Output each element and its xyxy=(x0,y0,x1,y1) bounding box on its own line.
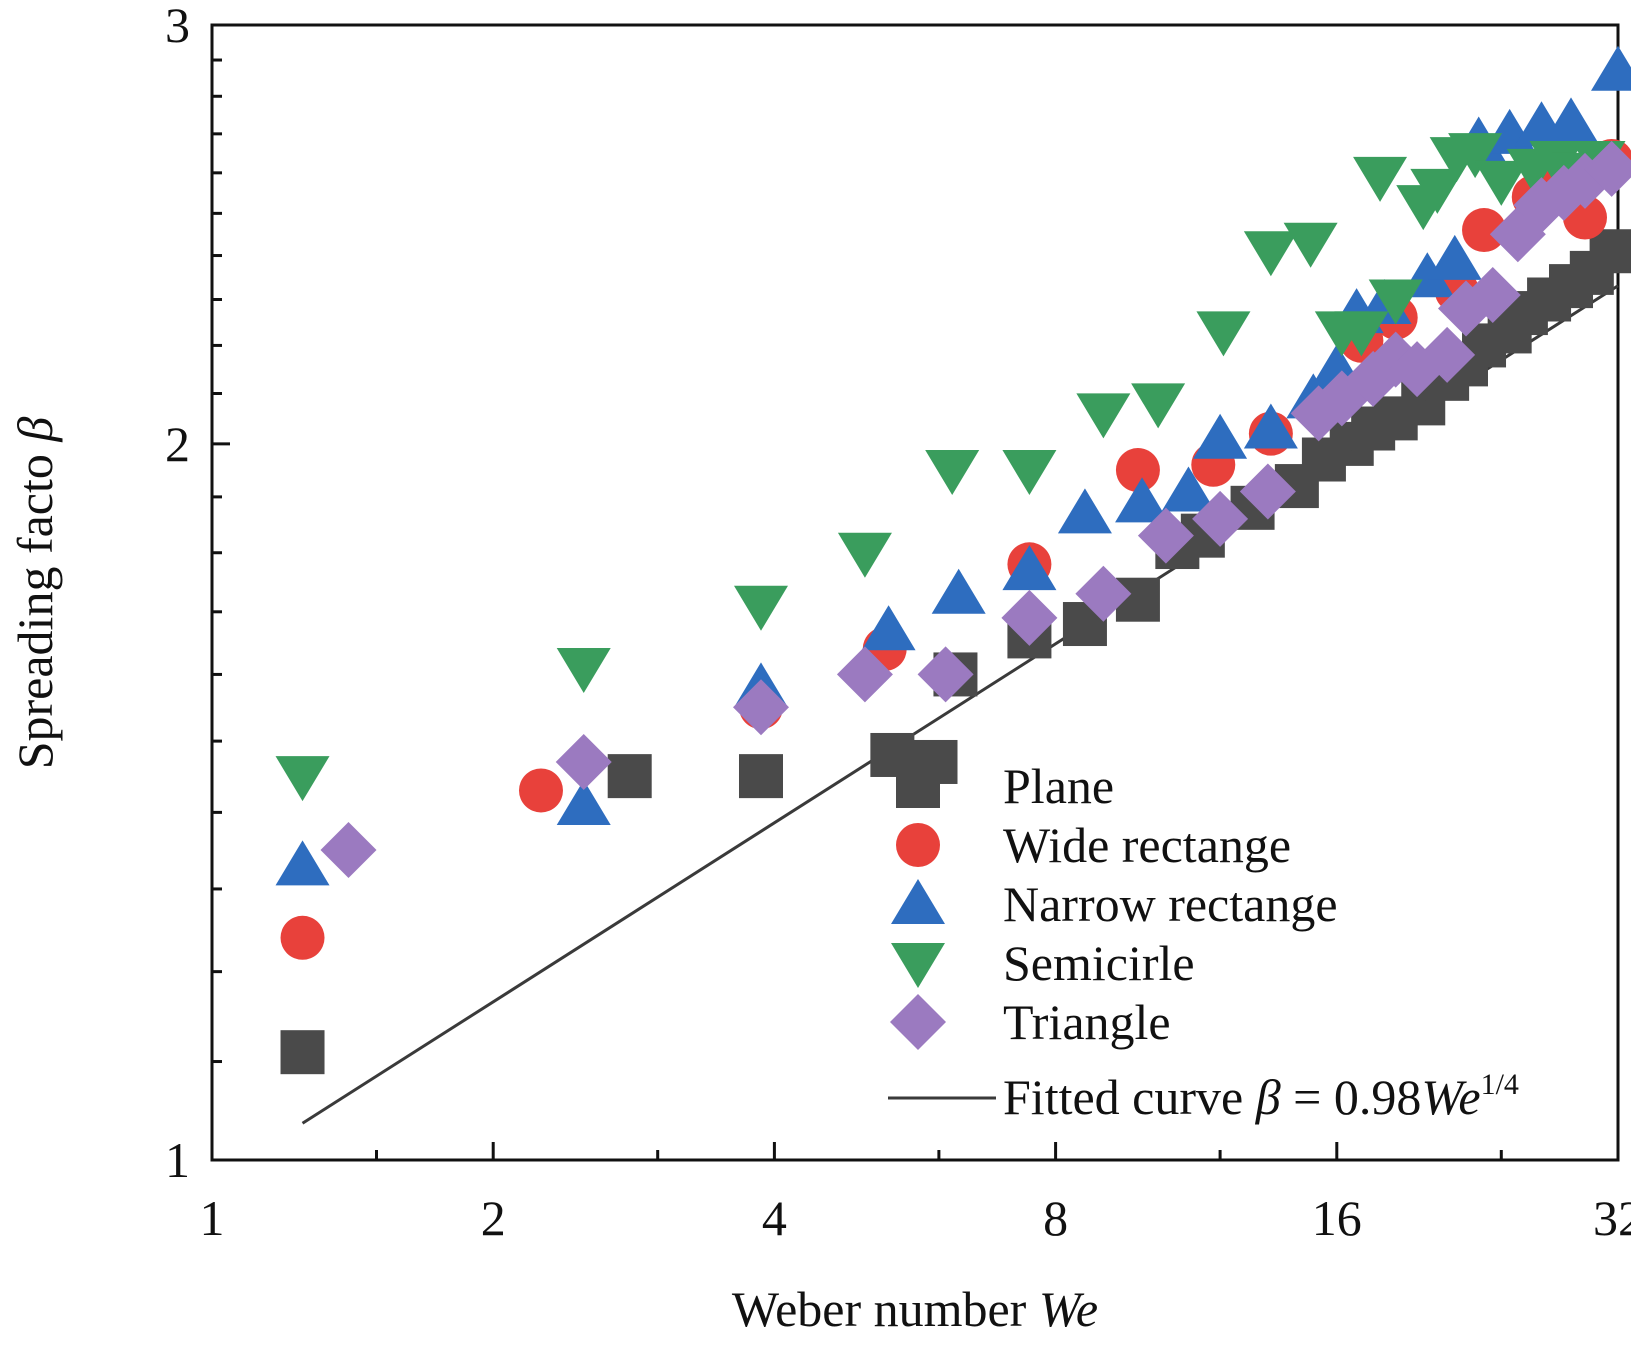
x-tick-label: 4 xyxy=(762,1190,787,1246)
series-triangle xyxy=(320,140,1631,878)
data-point xyxy=(1002,450,1057,496)
data-point xyxy=(556,647,611,693)
data-point xyxy=(1076,393,1131,439)
legend-label: Semicirle xyxy=(1003,935,1195,991)
data-point xyxy=(837,532,892,578)
y-tick-label: 2 xyxy=(165,416,190,472)
data-point xyxy=(861,605,916,651)
x-axis-tick-labels: 1 2 4 8 16 32 xyxy=(200,1190,1631,1246)
data-point xyxy=(1137,507,1194,564)
series-narrow-rectange xyxy=(275,45,1631,886)
data-point xyxy=(1474,160,1529,206)
data-point xyxy=(1131,383,1186,429)
plot-area xyxy=(210,23,1631,1162)
legend-marker xyxy=(891,943,945,988)
data-point xyxy=(1368,279,1423,325)
data-point xyxy=(1419,326,1476,383)
data-point xyxy=(1243,403,1298,449)
data-point xyxy=(1591,45,1631,91)
data-point xyxy=(1544,97,1599,143)
data-point xyxy=(1057,488,1112,534)
y-axis-tick-labels: 1 2 3 xyxy=(165,0,190,1188)
legend-marker xyxy=(891,879,945,924)
data-point xyxy=(1115,477,1170,523)
data-point xyxy=(1589,229,1631,274)
x-axis-title: Weber number We xyxy=(732,1281,1098,1337)
legend-marker xyxy=(890,994,946,1050)
data-point xyxy=(1161,466,1216,512)
data-point xyxy=(1427,234,1482,280)
x-axis-title-text: Weber number xyxy=(732,1281,1027,1337)
legend-marker xyxy=(896,823,940,867)
data-point xyxy=(1002,545,1057,591)
y-tick-label: 1 xyxy=(165,1132,190,1188)
data-point xyxy=(1448,133,1503,179)
data-point xyxy=(1075,565,1132,622)
data-point xyxy=(275,840,330,886)
data-point xyxy=(1529,140,1584,186)
x-tick-label: 1 xyxy=(200,1190,225,1246)
legend-label: Triangle xyxy=(1003,994,1171,1050)
x-tick-label: 32 xyxy=(1593,1190,1631,1246)
legend-label: Wide rectange xyxy=(1003,817,1291,873)
data-point xyxy=(518,768,563,813)
data-point xyxy=(925,450,980,496)
data-point xyxy=(280,1030,325,1075)
data-point xyxy=(556,780,611,826)
data-point xyxy=(1353,156,1408,202)
data-markers xyxy=(275,45,1631,1075)
data-point xyxy=(555,733,612,790)
data-point xyxy=(738,754,783,799)
x-tick-label: 8 xyxy=(1043,1190,1068,1246)
series-semicirle xyxy=(275,133,1626,802)
data-point xyxy=(1583,140,1631,197)
data-point xyxy=(1192,490,1249,547)
legend-label: Plane xyxy=(1003,758,1114,814)
data-point xyxy=(1410,168,1465,214)
data-point xyxy=(1196,311,1251,357)
data-point xyxy=(733,585,788,631)
data-point xyxy=(917,646,974,703)
data-point xyxy=(1239,463,1296,520)
fit-exp: 1/4 xyxy=(1481,1068,1519,1101)
data-point xyxy=(280,915,325,960)
y-axis-title-symbol: β xyxy=(7,417,63,443)
y-axis-ticks xyxy=(212,23,230,1162)
legend-label: Narrow rectange xyxy=(1003,876,1338,932)
data-point xyxy=(1243,231,1298,277)
data-point xyxy=(836,646,893,703)
data-point xyxy=(1001,589,1058,646)
data-point xyxy=(1464,267,1521,324)
data-point xyxy=(1283,222,1338,268)
fit-coef: 0.98 xyxy=(1334,1069,1422,1125)
fit-eq: = xyxy=(1293,1069,1321,1125)
fit-name: Fitted curve xyxy=(1003,1069,1243,1125)
x-axis-title-symbol: We xyxy=(1039,1281,1098,1337)
data-point xyxy=(1334,311,1389,357)
y-axis-title: Spreading facto β xyxy=(7,417,63,770)
data-point xyxy=(1193,413,1248,459)
plot-frame xyxy=(210,23,1620,1162)
data-point xyxy=(1115,448,1160,493)
data-point xyxy=(1462,208,1507,253)
x-tick-label: 2 xyxy=(481,1190,506,1246)
y-tick-label: 3 xyxy=(165,0,190,53)
legend-label-fitted-curve: Fitted curve β = 0.98We1/4 xyxy=(1003,1068,1519,1125)
legend-marker xyxy=(896,764,940,808)
y-axis-title-text: Spreading facto xyxy=(7,454,63,769)
data-point xyxy=(320,821,377,878)
fit-var: We xyxy=(1421,1069,1480,1125)
data-point xyxy=(732,679,789,736)
data-point xyxy=(607,754,652,799)
fit-lhs: β xyxy=(1255,1069,1281,1125)
x-axis-ticks xyxy=(210,1142,1620,1160)
x-tick-label: 16 xyxy=(1312,1190,1362,1246)
data-point xyxy=(275,756,330,802)
data-point xyxy=(931,568,986,614)
